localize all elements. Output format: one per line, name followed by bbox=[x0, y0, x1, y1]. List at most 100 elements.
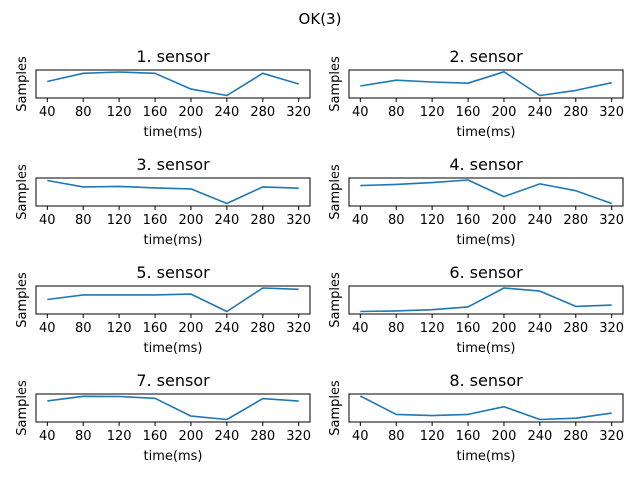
x-tick-label: 160 bbox=[143, 321, 168, 336]
axes-frame bbox=[35, 393, 311, 423]
x-tick-label: 240 bbox=[214, 213, 239, 228]
x-tick-label: 40 bbox=[39, 429, 56, 444]
x-tick-label: 240 bbox=[214, 105, 239, 120]
x-tick-label: 40 bbox=[352, 429, 369, 444]
subplot-title: 7. sensor bbox=[136, 371, 210, 390]
x-tick-label: 160 bbox=[456, 213, 481, 228]
axes-frame bbox=[348, 69, 624, 99]
x-tick-label: 200 bbox=[492, 105, 517, 120]
x-tick-label: 280 bbox=[250, 213, 275, 228]
x-axis-label: time(ms) bbox=[457, 233, 516, 248]
x-tick-label: 240 bbox=[527, 105, 552, 120]
subplot-5: 5. sensor 40 80 120 160 200 240 280 320 time(ms) S… bbox=[15, 263, 311, 356]
x-tick-label: 80 bbox=[75, 429, 92, 444]
y-axis-label: Samples bbox=[328, 56, 343, 112]
x-tick-label: 200 bbox=[179, 213, 204, 228]
x-tick-label: 80 bbox=[388, 321, 405, 336]
x-tick-label: 320 bbox=[286, 429, 311, 444]
x-tick-label: 120 bbox=[420, 105, 445, 120]
y-axis-label: Samples bbox=[15, 164, 30, 220]
subplot-7: 7. sensor 40 80 120 160 200 240 280 320 time(ms) S… bbox=[15, 371, 311, 464]
axes-frame bbox=[35, 177, 311, 207]
x-tick-label: 200 bbox=[492, 429, 517, 444]
x-tick-label: 120 bbox=[107, 321, 132, 336]
x-tick-label: 160 bbox=[456, 429, 481, 444]
x-tick-label: 280 bbox=[250, 321, 275, 336]
x-tick-label: 320 bbox=[599, 105, 624, 120]
subplot-title: 6. sensor bbox=[449, 263, 523, 282]
x-tick-label: 320 bbox=[599, 321, 624, 336]
axes-frame bbox=[348, 177, 624, 207]
x-tick-label: 40 bbox=[352, 321, 369, 336]
series-line bbox=[47, 71, 299, 97]
x-tick-label: 80 bbox=[388, 213, 405, 228]
series-line bbox=[47, 395, 299, 421]
x-tick-label: 320 bbox=[599, 213, 624, 228]
series-line bbox=[359, 395, 612, 421]
axes-frame bbox=[348, 285, 624, 315]
x-tick-label: 280 bbox=[250, 105, 275, 120]
subplot-title: 2. sensor bbox=[449, 47, 523, 66]
x-tick-label: 320 bbox=[286, 105, 311, 120]
x-tick-label: 200 bbox=[179, 105, 204, 120]
x-tick-label: 80 bbox=[75, 105, 92, 120]
x-axis-label: time(ms) bbox=[457, 125, 516, 140]
x-tick-label: 320 bbox=[286, 213, 311, 228]
subplot-title: 8. sensor bbox=[449, 371, 523, 390]
x-axis-label: time(ms) bbox=[144, 341, 203, 356]
x-tick-label: 240 bbox=[527, 429, 552, 444]
subplot-title: 3. sensor bbox=[136, 155, 210, 174]
x-tick-label: 280 bbox=[563, 321, 588, 336]
x-tick-label: 280 bbox=[563, 213, 588, 228]
x-tick-label: 280 bbox=[563, 105, 588, 120]
x-tick-label: 160 bbox=[143, 213, 168, 228]
x-tick-label: 160 bbox=[143, 105, 168, 120]
x-tick-label: 120 bbox=[420, 321, 445, 336]
x-tick-label: 240 bbox=[214, 429, 239, 444]
x-tick-label: 160 bbox=[456, 321, 481, 336]
x-axis-label: time(ms) bbox=[144, 233, 203, 248]
x-tick-label: 320 bbox=[286, 321, 311, 336]
series-line bbox=[47, 287, 299, 313]
x-axis-label: time(ms) bbox=[457, 341, 516, 356]
y-axis-label: Samples bbox=[328, 164, 343, 220]
subplot-title: 5. sensor bbox=[136, 263, 210, 282]
x-tick-label: 40 bbox=[352, 213, 369, 228]
y-axis-label: Samples bbox=[15, 56, 30, 112]
x-tick-label: 240 bbox=[527, 321, 552, 336]
series-line bbox=[47, 179, 299, 205]
x-tick-label: 120 bbox=[107, 105, 132, 120]
x-tick-label: 80 bbox=[75, 213, 92, 228]
x-axis-label: time(ms) bbox=[144, 125, 203, 140]
x-tick-label: 80 bbox=[388, 429, 405, 444]
x-tick-label: 160 bbox=[456, 105, 481, 120]
series-line bbox=[360, 287, 612, 313]
x-tick-label: 120 bbox=[420, 429, 445, 444]
y-axis-label: Samples bbox=[328, 272, 343, 328]
subplot-4: 4. sensor 40 80 120 160 200 240 280 320 time(ms) S… bbox=[328, 155, 624, 248]
figure-title: OK(3) bbox=[299, 10, 342, 28]
y-axis-label: Samples bbox=[15, 272, 30, 328]
x-tick-label: 120 bbox=[420, 213, 445, 228]
subplot-2: 2. sensor 40 80 120 160 200 240 280 320 time(ms) S… bbox=[328, 47, 624, 140]
x-tick-label: 160 bbox=[143, 429, 168, 444]
subplot-8: 8. sensor 40 80 120 160 200 240 280 320 time(ms) S… bbox=[328, 371, 624, 464]
x-tick-label: 200 bbox=[179, 429, 204, 444]
x-tick-label: 80 bbox=[388, 105, 405, 120]
y-axis-label: Samples bbox=[15, 380, 30, 436]
x-tick-label: 200 bbox=[492, 213, 517, 228]
axes-frame bbox=[35, 285, 311, 315]
subplot-grid: 1. sensor 40 80 120 160 200 240 280 320 time(ms) S… bbox=[15, 47, 624, 464]
x-tick-label: 40 bbox=[39, 213, 56, 228]
x-tick-label: 240 bbox=[214, 321, 239, 336]
subplot-1: 1. sensor 40 80 120 160 200 240 280 320 time(ms) S… bbox=[15, 47, 311, 140]
axes-frame bbox=[348, 393, 624, 423]
series-line bbox=[360, 71, 612, 97]
x-tick-label: 40 bbox=[352, 105, 369, 120]
x-tick-label: 120 bbox=[107, 213, 132, 228]
subplot-title: 1. sensor bbox=[136, 47, 210, 66]
x-axis-label: time(ms) bbox=[457, 449, 516, 464]
x-tick-label: 280 bbox=[250, 429, 275, 444]
x-tick-label: 120 bbox=[107, 429, 132, 444]
